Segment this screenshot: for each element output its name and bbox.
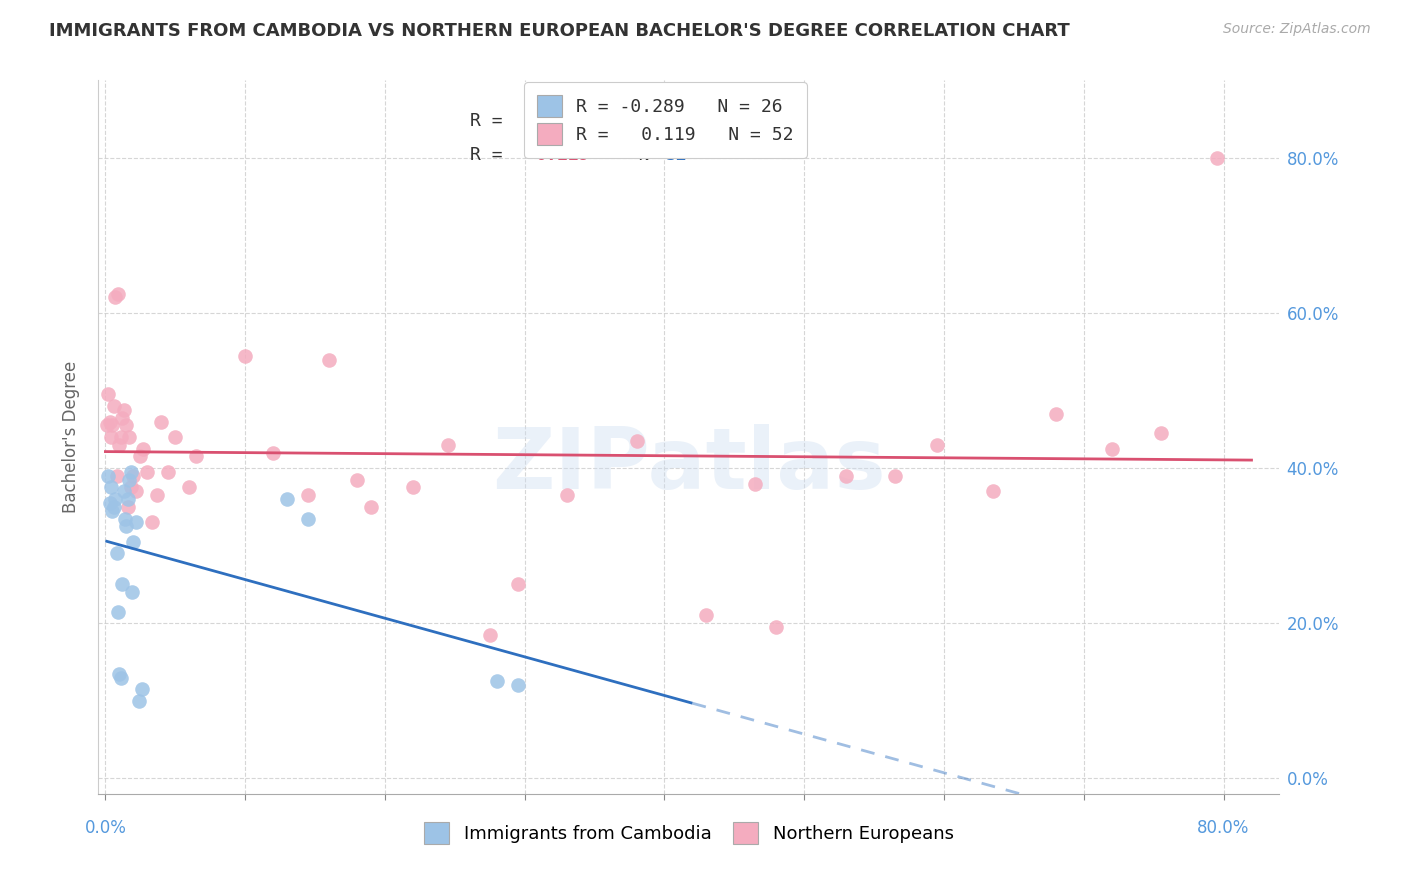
Point — [506, 678, 529, 692]
Text: 0.0%: 0.0% — [84, 819, 127, 837]
Point — [346, 473, 368, 487]
Point — [104, 492, 127, 507]
Point — [121, 585, 143, 599]
Point — [626, 434, 648, 448]
Point — [1205, 151, 1227, 165]
Point — [118, 430, 141, 444]
Text: R =: R = — [471, 146, 524, 164]
Text: Source: ZipAtlas.com: Source: ZipAtlas.com — [1223, 22, 1371, 37]
Point — [120, 481, 142, 495]
Point — [115, 519, 138, 533]
Point — [122, 534, 145, 549]
Point — [105, 546, 128, 560]
Point — [108, 666, 131, 681]
Point — [297, 511, 319, 525]
Text: IMMIGRANTS FROM CAMBODIA VS NORTHERN EUROPEAN BACHELOR'S DEGREE CORRELATION CHAR: IMMIGRANTS FROM CAMBODIA VS NORTHERN EUR… — [49, 22, 1070, 40]
Point — [485, 674, 508, 689]
Point — [179, 481, 201, 495]
Point — [1150, 426, 1173, 441]
Text: 26: 26 — [665, 112, 688, 130]
Point — [981, 484, 1004, 499]
Point — [96, 418, 118, 433]
Point — [118, 473, 141, 487]
Point — [115, 418, 138, 433]
Text: N =: N = — [606, 146, 682, 164]
Point — [233, 349, 256, 363]
Text: -0.289: -0.289 — [527, 112, 592, 130]
Point — [129, 450, 152, 464]
Point — [131, 682, 153, 697]
Point — [402, 481, 425, 495]
Point — [297, 488, 319, 502]
Text: ZIPatlas: ZIPatlas — [492, 424, 886, 508]
Point — [165, 430, 187, 444]
Point — [107, 286, 129, 301]
Point — [101, 418, 124, 433]
Point — [97, 468, 120, 483]
Point — [114, 511, 136, 525]
Point — [112, 484, 135, 499]
Point — [100, 430, 122, 444]
Point — [110, 430, 132, 444]
Y-axis label: Bachelor's Degree: Bachelor's Degree — [62, 361, 80, 513]
Point — [276, 492, 298, 507]
Point — [108, 438, 131, 452]
Point — [157, 465, 180, 479]
Point — [117, 492, 139, 507]
Point — [318, 352, 340, 367]
Point — [695, 608, 717, 623]
Point — [128, 694, 150, 708]
Point — [744, 476, 766, 491]
Point — [925, 438, 948, 452]
Point — [107, 605, 129, 619]
Text: N =: N = — [606, 112, 682, 130]
Point — [1101, 442, 1123, 456]
Point — [146, 488, 169, 502]
Point — [1045, 407, 1067, 421]
Point — [125, 484, 148, 499]
Point — [141, 516, 163, 530]
Point — [150, 415, 173, 429]
Point — [117, 500, 139, 514]
Point — [120, 465, 142, 479]
Point — [125, 516, 148, 530]
Point — [136, 465, 159, 479]
Point — [132, 442, 155, 456]
Point — [262, 445, 284, 459]
Point — [835, 468, 858, 483]
Point — [360, 500, 382, 514]
Text: R =: R = — [471, 112, 515, 130]
Point — [884, 468, 907, 483]
Point — [437, 438, 460, 452]
Point — [110, 671, 132, 685]
Text: 52: 52 — [665, 146, 688, 164]
Point — [105, 468, 128, 483]
Point — [765, 620, 787, 634]
Text: 80.0%: 80.0% — [1198, 819, 1250, 837]
Legend: Immigrants from Cambodia, Northern Europeans: Immigrants from Cambodia, Northern Europ… — [415, 813, 963, 853]
Point — [103, 500, 125, 514]
Point — [478, 628, 501, 642]
Point — [98, 496, 121, 510]
Point — [111, 410, 134, 425]
Point — [103, 399, 125, 413]
Point — [112, 403, 135, 417]
Text: 0.119: 0.119 — [536, 146, 589, 164]
Point — [555, 488, 578, 502]
Point — [122, 468, 145, 483]
Point — [98, 415, 121, 429]
Point — [186, 450, 208, 464]
Point — [104, 290, 127, 304]
Point — [100, 481, 122, 495]
Point — [506, 577, 529, 591]
Point — [111, 577, 134, 591]
Point — [97, 387, 120, 401]
Point — [101, 504, 124, 518]
